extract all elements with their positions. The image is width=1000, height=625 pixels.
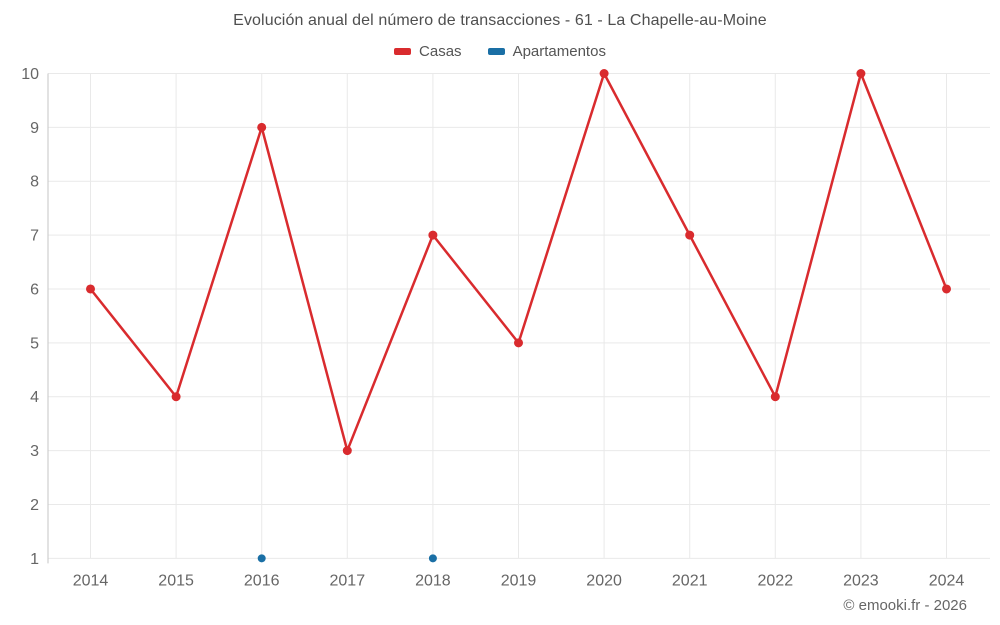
legend-item-casas[interactable]: Casas xyxy=(394,43,462,60)
x-tick-label-2017: 2017 xyxy=(330,572,366,589)
casas-point-2015[interactable] xyxy=(171,392,181,402)
legend-label: Casas xyxy=(419,43,462,60)
chart-legend: Casas Apartamentos xyxy=(0,43,1000,60)
x-tick-label-2016: 2016 xyxy=(244,572,280,589)
apartamentos-point-2016[interactable] xyxy=(257,554,266,563)
y-tick-label-1: 1 xyxy=(30,551,39,568)
casas-point-2017[interactable] xyxy=(342,446,352,456)
x-tick-label-2023: 2023 xyxy=(843,572,879,589)
y-tick-label-7: 7 xyxy=(30,228,39,245)
legend-swatch-casas xyxy=(394,48,412,55)
y-tick-label-9: 9 xyxy=(30,120,39,137)
y-tick-label-6: 6 xyxy=(30,281,39,298)
legend-swatch-apartamentos xyxy=(487,48,505,55)
y-tick-label-4: 4 xyxy=(30,389,39,406)
x-tick-label-2014: 2014 xyxy=(73,572,109,589)
credit-text: © emooki.fr - 2026 xyxy=(843,597,967,614)
legend-item-apartamentos[interactable]: Apartamentos xyxy=(487,43,606,60)
legend-label: Apartamentos xyxy=(512,43,606,60)
y-tick-label-8: 8 xyxy=(30,174,39,191)
casas-point-2018[interactable] xyxy=(428,230,438,240)
x-tick-label-2018: 2018 xyxy=(415,572,451,589)
casas-point-2022[interactable] xyxy=(770,392,780,402)
casas-point-2016[interactable] xyxy=(257,122,267,132)
apartamentos-point-2018[interactable] xyxy=(428,554,437,563)
casas-point-2020[interactable] xyxy=(599,69,609,78)
chart-title: Evolución anual del número de transaccio… xyxy=(233,12,767,29)
x-tick-label-2021: 2021 xyxy=(672,572,708,589)
y-tick-label-5: 5 xyxy=(30,335,39,352)
casas-point-2023[interactable] xyxy=(856,69,866,78)
x-tick-label-2019: 2019 xyxy=(501,572,537,589)
casas-point-2019[interactable] xyxy=(514,338,523,348)
y-tick-label-2: 2 xyxy=(30,497,39,514)
x-tick-label-2024: 2024 xyxy=(929,572,965,589)
x-tick-label-2020: 2020 xyxy=(586,572,622,589)
casas-point-2014[interactable] xyxy=(86,284,95,294)
casas-point-2024[interactable] xyxy=(942,284,951,294)
x-tick-label-2022: 2022 xyxy=(758,572,794,589)
casas-point-2021[interactable] xyxy=(685,230,695,240)
x-tick-label-2015: 2015 xyxy=(158,572,194,589)
y-tick-label-10: 10 xyxy=(21,66,39,83)
y-tick-label-3: 3 xyxy=(30,443,39,460)
